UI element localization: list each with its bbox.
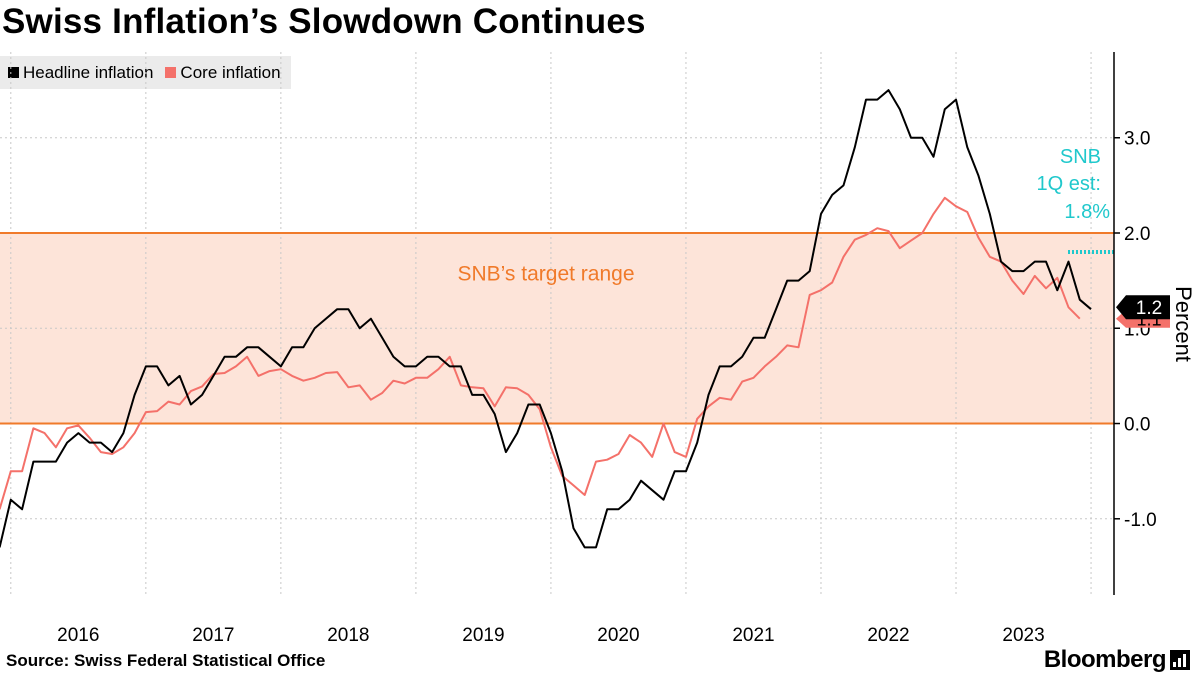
- y-axis-title: Percent: [1171, 286, 1196, 362]
- legend-label-headline: Headline inflation: [23, 62, 154, 82]
- brand-name: Bloomberg: [1043, 646, 1167, 673]
- bar-chart-icon: [1170, 650, 1190, 670]
- x-tick-label-2019: 2019: [462, 625, 504, 646]
- legend-label-core: Core inflation: [180, 62, 281, 82]
- core-inflation-line: [0, 196, 1081, 510]
- y-tick-label-3.0: 3.0: [1124, 129, 1150, 150]
- y-tick-label-0.0: 0.0: [1124, 415, 1150, 436]
- headline-end-label: 1.2: [1136, 298, 1162, 319]
- source-note: Source: Swiss Federal Statistical Office: [6, 651, 326, 670]
- headline-inflation-line: [0, 89, 1092, 549]
- x-tick-label-2021: 2021: [732, 625, 774, 646]
- x-tick-label-2016: 2016: [57, 625, 99, 646]
- legend-item-headline: Headline inflation: [8, 63, 153, 83]
- snb-estimate-label-line2: 1Q est:: [1037, 173, 1101, 195]
- x-tick-label-2018: 2018: [327, 625, 369, 646]
- x-tick-label-2022: 2022: [867, 625, 909, 646]
- headline-end-tag: [1116, 295, 1170, 320]
- legend: Headline inflation Core inflation: [0, 56, 291, 89]
- x-tick-label-2017: 2017: [192, 625, 234, 646]
- x-tick-label-2023: 2023: [1002, 625, 1044, 646]
- legend-item-core: Core inflation: [165, 62, 281, 83]
- target-range-label: SNB’s target range: [457, 263, 634, 286]
- y-tick-label--1.0: -1.0: [1124, 510, 1157, 531]
- snb-estimate-label-line3: 1.8%: [1064, 201, 1110, 223]
- chart-title: Swiss Inflation’s Slowdown Continues: [2, 2, 646, 41]
- snb-estimate-label-line1: SNB: [1060, 146, 1101, 168]
- legend-swatch-headline: [8, 67, 19, 78]
- y-tick-label-2.0: 2.0: [1124, 224, 1150, 245]
- legend-swatch-core: [165, 67, 177, 78]
- x-tick-label-2020: 2020: [597, 625, 639, 646]
- brand-logo: Bloomberg: [1044, 646, 1190, 674]
